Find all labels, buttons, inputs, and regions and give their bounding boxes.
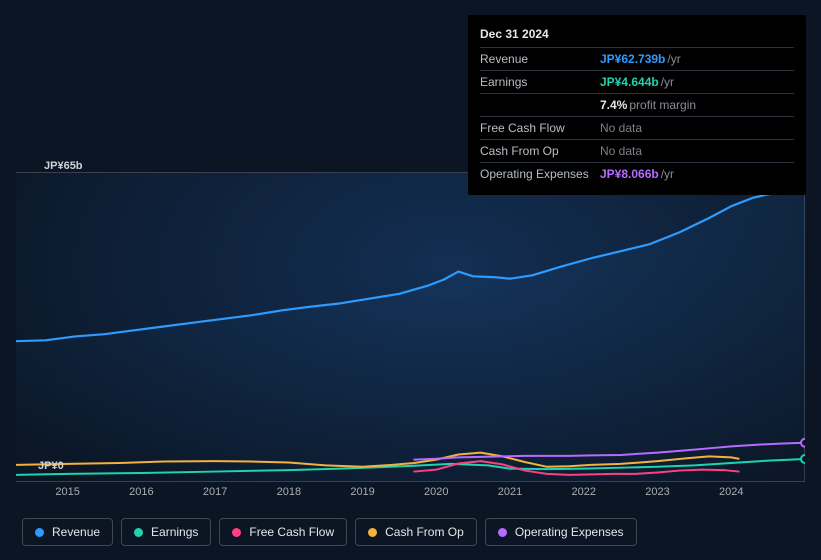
x-axis-tick: 2023 [645,486,669,498]
series-marker-earnings [801,455,805,463]
legend-dot-icon [134,528,143,537]
tooltip-row-value: 7.4%profit margin [600,98,696,112]
legend-dot-icon [35,528,44,537]
y-axis-bottom-label: JP¥0 [38,460,64,472]
y-axis-top-label: JP¥65b [44,160,83,172]
x-axis-tick: 2020 [424,486,448,498]
tooltip-row-value: JP¥62.739b/yr [600,52,681,66]
x-axis-tick: 2017 [203,486,227,498]
x-axis-tick: 2018 [277,486,301,498]
tooltip-row: Free Cash FlowNo data [480,117,794,140]
tooltip-date: Dec 31 2024 [480,23,794,48]
tooltip-row-label: Free Cash Flow [480,121,600,135]
legend-dot-icon [498,528,507,537]
x-axis-tick: 2021 [498,486,522,498]
legend-label: Earnings [151,525,198,539]
tooltip-panel: Dec 31 2024 RevenueJP¥62.739b/yrEarnings… [468,15,806,195]
legend-item-operating-expenses[interactable]: Operating Expenses [485,518,637,546]
legend-label: Cash From Op [385,525,464,539]
legend-item-cash-from-op[interactable]: Cash From Op [355,518,477,546]
legend-label: Free Cash Flow [249,525,334,539]
legend-label: Revenue [52,525,100,539]
tooltip-row: EarningsJP¥4.644b/yr [480,71,794,94]
tooltip-row: 7.4%profit margin [480,94,794,117]
x-axis-tick: 2016 [129,486,153,498]
legend-item-free-cash-flow[interactable]: Free Cash Flow [219,518,347,546]
tooltip-row-value: JP¥8.066b/yr [600,167,674,181]
tooltip-rows: RevenueJP¥62.739b/yrEarningsJP¥4.644b/yr… [480,48,794,185]
legend-dot-icon [232,528,241,537]
legend-label: Operating Expenses [515,525,624,539]
plot-svg [16,173,805,481]
tooltip-row-value: JP¥4.644b/yr [600,75,674,89]
tooltip-row: RevenueJP¥62.739b/yr [480,48,794,71]
tooltip-row: Operating ExpensesJP¥8.066b/yr [480,163,794,185]
tooltip-row-label: Cash From Op [480,144,600,158]
legend: Revenue Earnings Free Cash Flow Cash From O… [22,518,637,546]
series-marker-operating-expenses [801,439,805,447]
tooltip-row-label: Operating Expenses [480,167,600,181]
legend-dot-icon [368,528,377,537]
x-axis: 2015 2016 2017 2018 2019 2020 2021 2022 2023 2024 [16,478,805,498]
tooltip-row-label [480,98,600,112]
tooltip-row-value: No data [600,121,642,135]
x-axis-tick: 2015 [55,486,79,498]
chart: JP¥65b JP¥0 2015 2016 2017 2018 2019 2020 2021… [16,158,805,498]
tooltip-row-label: Earnings [480,75,600,89]
x-axis-tick: 2019 [350,486,374,498]
x-axis-tick: 2024 [719,486,743,498]
tooltip-row: Cash From OpNo data [480,140,794,163]
tooltip-row-label: Revenue [480,52,600,66]
x-axis-tick: 2022 [572,486,596,498]
legend-item-revenue[interactable]: Revenue [22,518,113,546]
tooltip-row-value: No data [600,144,642,158]
plot-area[interactable] [16,172,805,482]
legend-item-earnings[interactable]: Earnings [121,518,211,546]
